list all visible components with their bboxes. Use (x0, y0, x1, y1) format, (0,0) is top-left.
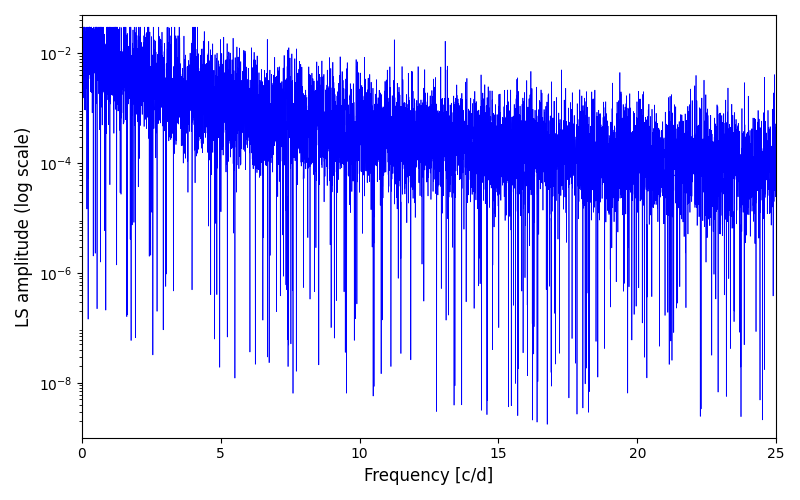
X-axis label: Frequency [c/d]: Frequency [c/d] (364, 467, 494, 485)
Y-axis label: LS amplitude (log scale): LS amplitude (log scale) (15, 126, 33, 326)
